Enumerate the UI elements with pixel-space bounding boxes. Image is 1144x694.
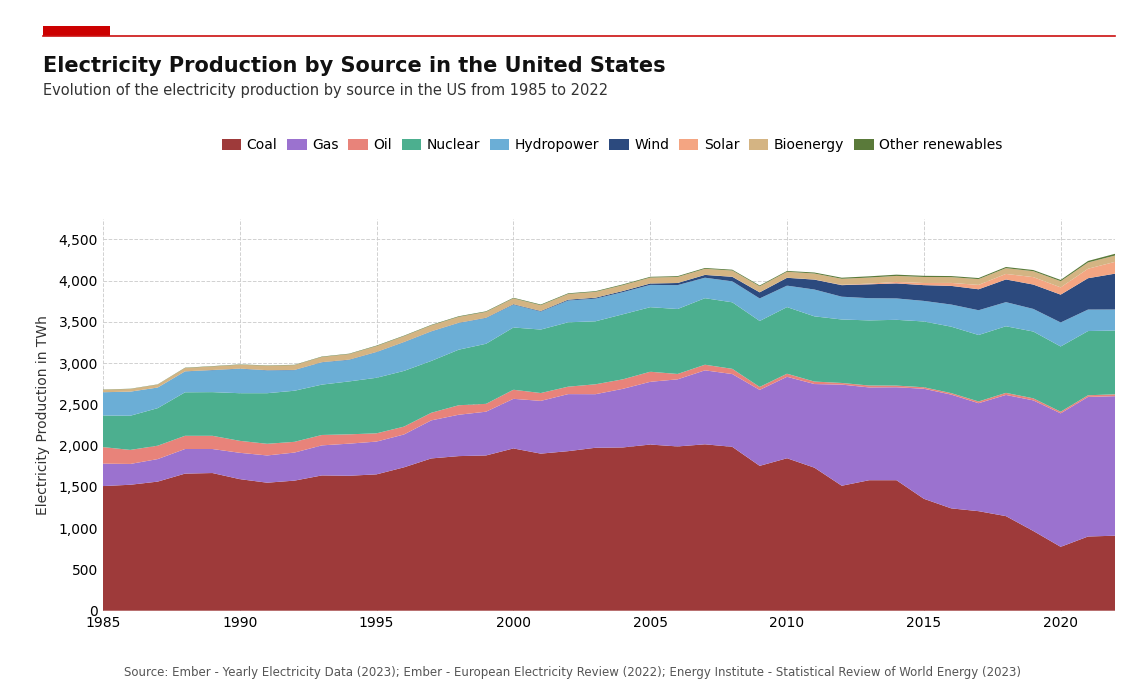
Y-axis label: Electricity Production in TWh: Electricity Production in TWh <box>37 314 50 515</box>
Text: Evolution of the electricity production by source in the US from 1985 to 2022: Evolution of the electricity production … <box>43 83 609 99</box>
Legend: Coal, Gas, Oil, Nuclear, Hydropower, Wind, Solar, Bioenergy, Other renewables: Coal, Gas, Oil, Nuclear, Hydropower, Win… <box>219 135 1006 155</box>
Text: Source: Ember - Yearly Electricity Data (2023); Ember - European Electricity Rev: Source: Ember - Yearly Electricity Data … <box>124 666 1020 679</box>
Text: Electricity Production by Source in the United States: Electricity Production by Source in the … <box>43 56 666 76</box>
